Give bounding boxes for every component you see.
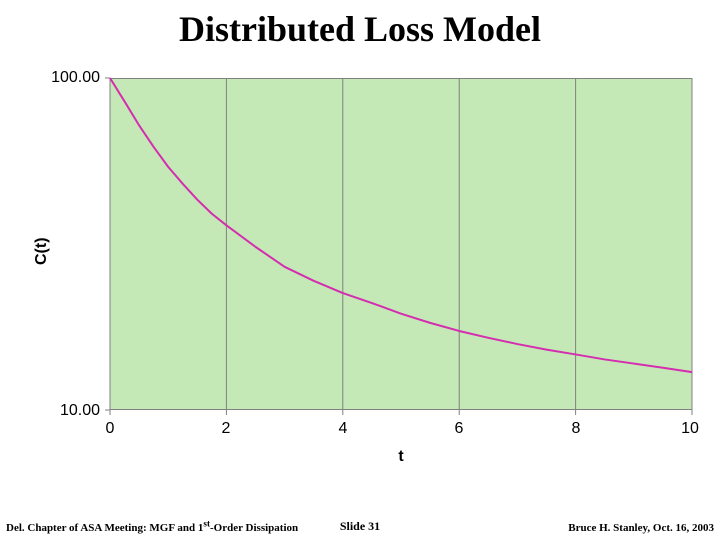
plot-area bbox=[110, 78, 692, 410]
xtick-0: 0 bbox=[98, 420, 122, 438]
y-axis-label: C(t) bbox=[33, 225, 51, 265]
x-axis-label: t bbox=[110, 448, 692, 466]
ytick-top: 100.00 bbox=[40, 69, 100, 87]
chart-svg bbox=[110, 78, 692, 410]
ytick-bottom: 10.00 bbox=[40, 402, 100, 420]
slide-root: Distributed Loss Model 100.00 10.00 C(t)… bbox=[0, 0, 720, 540]
footer-right: Bruce H. Stanley, Oct. 16, 2003 bbox=[568, 522, 714, 534]
xtick-1: 2 bbox=[214, 420, 238, 438]
footer: Del. Chapter of ASA Meeting: MGF and 1st… bbox=[0, 516, 720, 534]
xtick-3: 6 bbox=[447, 420, 471, 438]
xtick-5: 10 bbox=[676, 420, 704, 438]
xtick-2: 4 bbox=[331, 420, 355, 438]
slide-title: Distributed Loss Model bbox=[0, 8, 720, 50]
xtick-4: 8 bbox=[564, 420, 588, 438]
